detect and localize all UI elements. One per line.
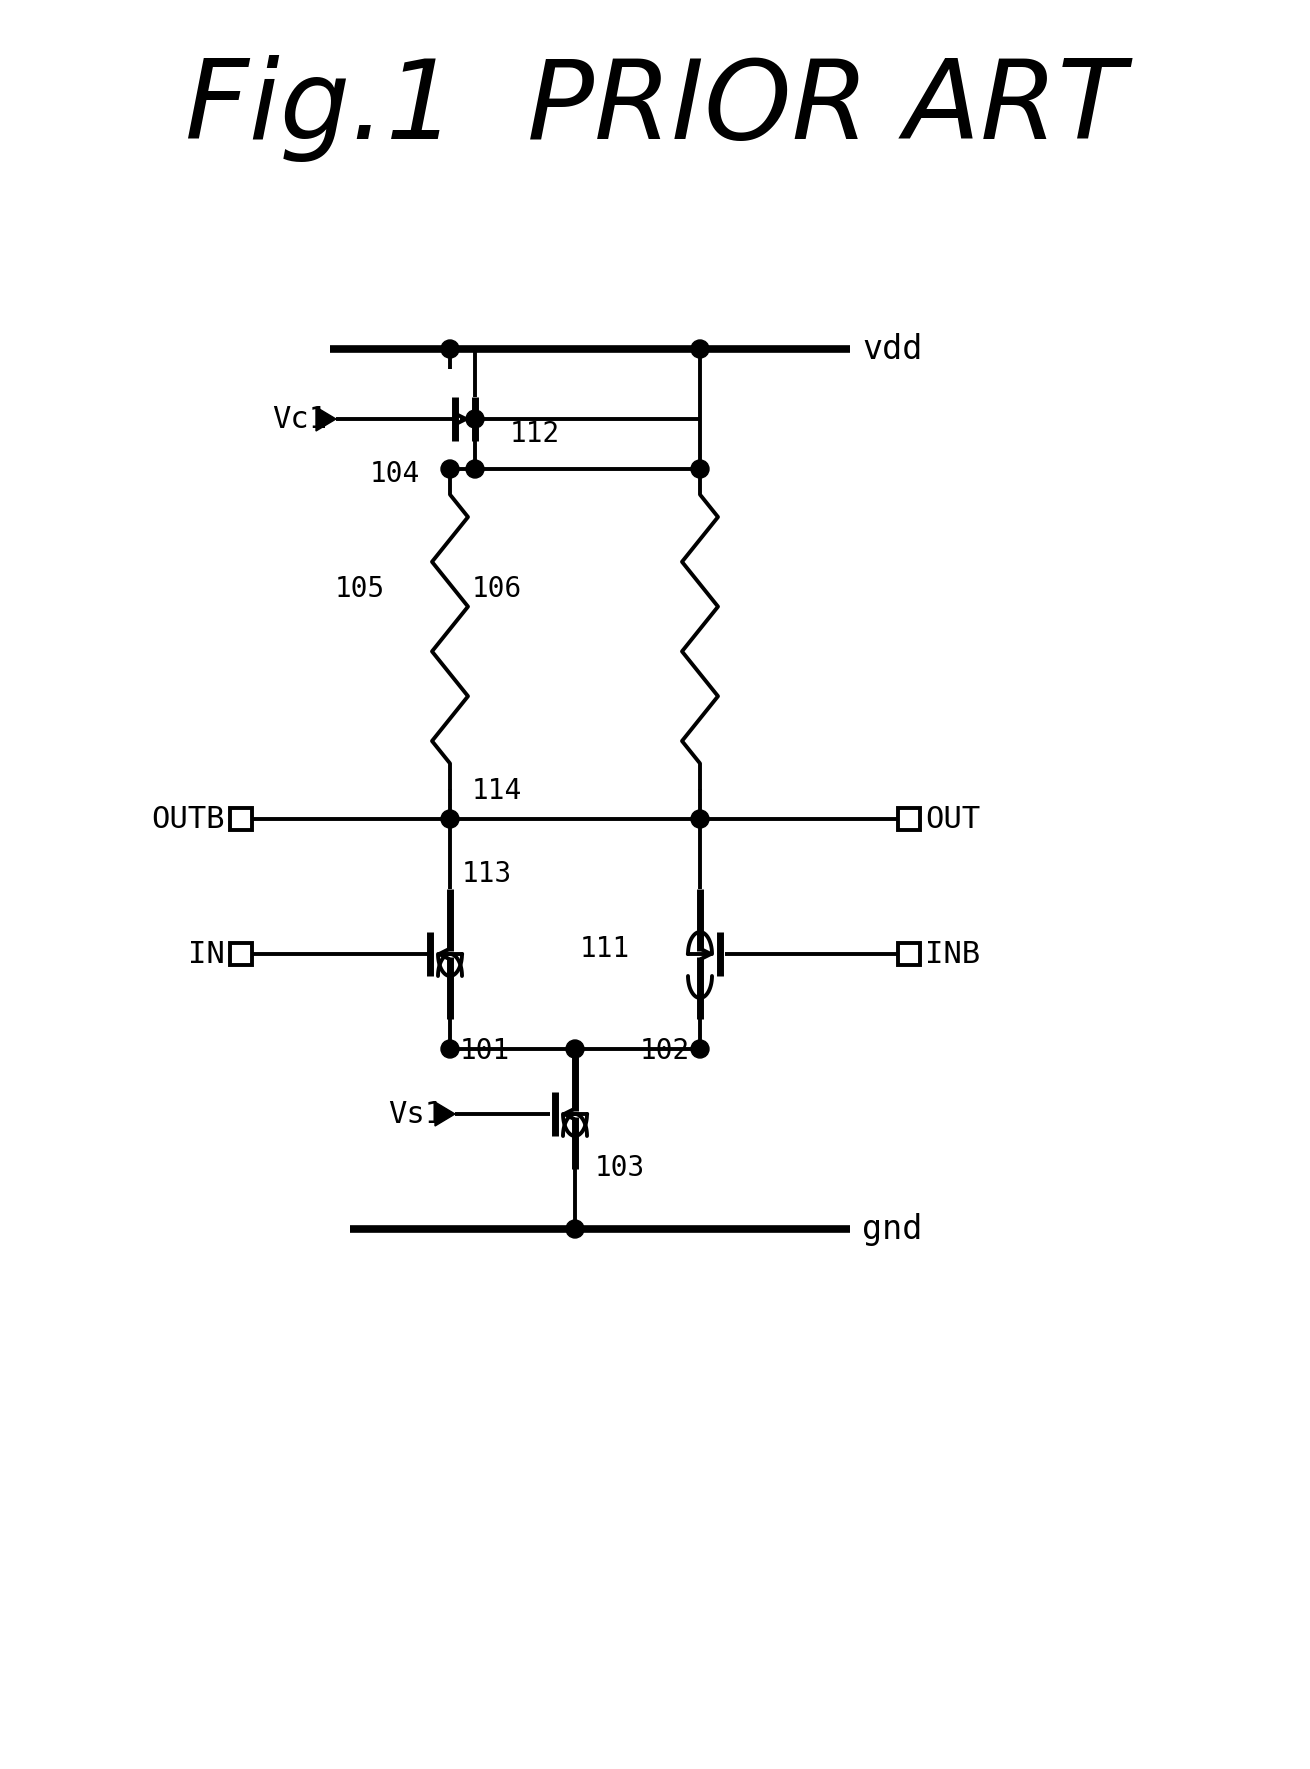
Text: OUT: OUT [925,805,980,833]
Circle shape [690,1040,709,1058]
Circle shape [466,410,483,428]
Text: 101: 101 [460,1037,511,1065]
Text: 114: 114 [472,777,523,805]
Bar [897,808,920,830]
Circle shape [466,460,483,478]
Text: 105: 105 [335,575,385,603]
Circle shape [690,340,709,357]
Text: 102: 102 [639,1037,690,1065]
Text: 103: 103 [595,1153,646,1182]
Text: gnd: gnd [862,1212,922,1245]
Text: 113: 113 [462,860,512,888]
Bar [897,943,920,966]
Circle shape [441,460,458,478]
Text: OUTB: OUTB [152,805,225,833]
Text: IN: IN [189,939,225,968]
Bar [231,943,252,966]
Circle shape [690,460,709,478]
Circle shape [566,1040,584,1058]
Circle shape [441,340,458,357]
Text: 106: 106 [472,575,523,603]
Text: Vs1: Vs1 [388,1100,443,1129]
Text: Vc1: Vc1 [272,405,328,433]
Text: INB: INB [925,939,980,968]
Text: vdd: vdd [862,333,922,366]
Circle shape [441,810,458,828]
Text: 111: 111 [580,936,630,962]
Circle shape [441,1040,458,1058]
Polygon shape [435,1102,455,1127]
Text: 112: 112 [510,419,561,448]
Bar [231,808,252,830]
Circle shape [566,1221,584,1238]
Polygon shape [316,407,335,432]
Text: Fig.1  PRIOR ART: Fig.1 PRIOR ART [185,55,1125,163]
Text: 104: 104 [369,460,421,488]
Circle shape [690,810,709,828]
